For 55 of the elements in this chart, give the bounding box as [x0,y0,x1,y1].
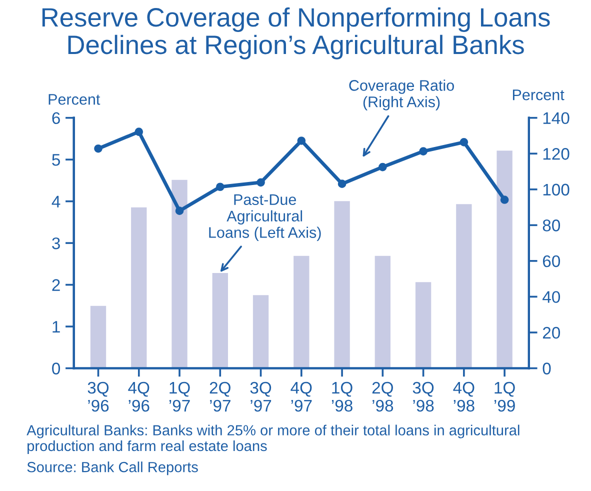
y-tick-label: 6 [52,112,60,124]
bar [170,178,189,368]
point [94,144,102,153]
y-axis-title: Percent [48,94,100,105]
y2-tick-label: 40 [542,291,560,303]
point [460,138,468,146]
chart-title: Reserve Coverage of Nonperforming Loans Declines at Region’s Agricultural Banks [42,7,550,60]
source-note: Source: Bank Call Reports [27,462,198,476]
y2-tick-label: 100 [543,184,570,196]
text: Coverage Ratio (Right Axis) [349,80,454,110]
y-tick-label: 4 [52,196,60,208]
point [378,162,387,172]
point [256,178,265,187]
x-tick-label: 3Q ’97 [250,382,272,412]
y-tick-label: 0 [52,362,60,374]
point [175,206,184,216]
y2-tick-label: 140 [543,112,570,124]
bar [332,200,352,368]
bar [414,280,433,368]
x-tick-label: 2Q ’97 [210,382,230,412]
bar [252,294,270,368]
bar [292,254,311,368]
bar [454,202,474,368]
x-tick-label: 3Q ’98 [412,382,434,412]
bar [373,254,392,368]
bar [210,272,230,368]
x-tick-label: 1Q ’99 [494,382,515,412]
x-tick-label: 4Q ’97 [290,382,312,412]
point [419,147,428,156]
point [338,180,346,188]
x-tick-label: 4Q ’96 [128,382,150,412]
y-tick-label: 2 [52,279,60,291]
annotation: Past-Due Agricultural Loans (Left Axis) [209,194,321,241]
y2-tick-label: 120 [543,148,570,160]
y2-tick-label: 80 [542,220,560,232]
point [134,128,144,136]
y-tick-label: 1 [52,321,60,333]
x-tick-label: 1Q ’98 [332,382,352,412]
bar [495,149,514,368]
point [297,136,306,145]
y2-tick-label: 60 [542,255,560,268]
y-tick-label: 5 [52,154,60,166]
bar [130,206,148,368]
y2-axis-title: Percent [512,90,564,100]
x-tick-label: 3Q ’96 [88,382,109,412]
y2-tick-label: 0 [542,362,551,374]
y-tick-label: 3 [52,237,60,250]
x-tick-label: 1Q ’97 [169,382,190,412]
bar [89,304,108,368]
point [216,182,224,192]
x-tick-label: 2Q ’98 [372,382,394,412]
x-tick-label: 4Q ’98 [453,382,474,412]
y2-tick-label: 20 [542,326,560,339]
point [500,196,509,204]
text: Agricultural Banks: Banks with 25% or more of their total loans in agricultural production and farm real estate loans [26,424,520,454]
